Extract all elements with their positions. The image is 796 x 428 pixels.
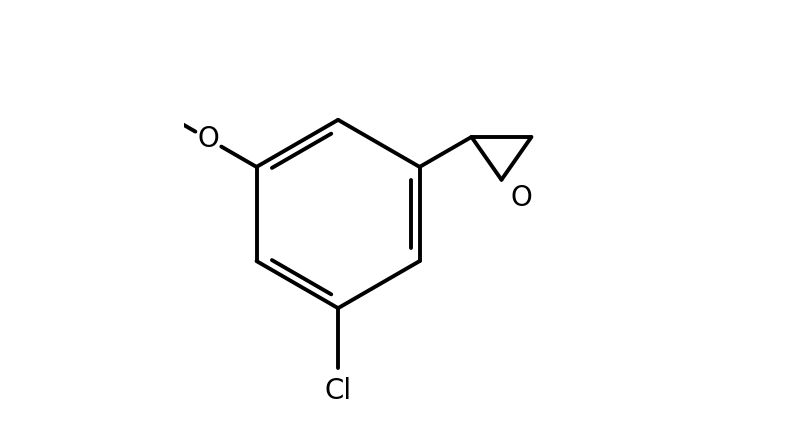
Text: Cl: Cl xyxy=(325,377,352,404)
Text: O: O xyxy=(510,184,532,212)
Text: O: O xyxy=(197,125,219,153)
